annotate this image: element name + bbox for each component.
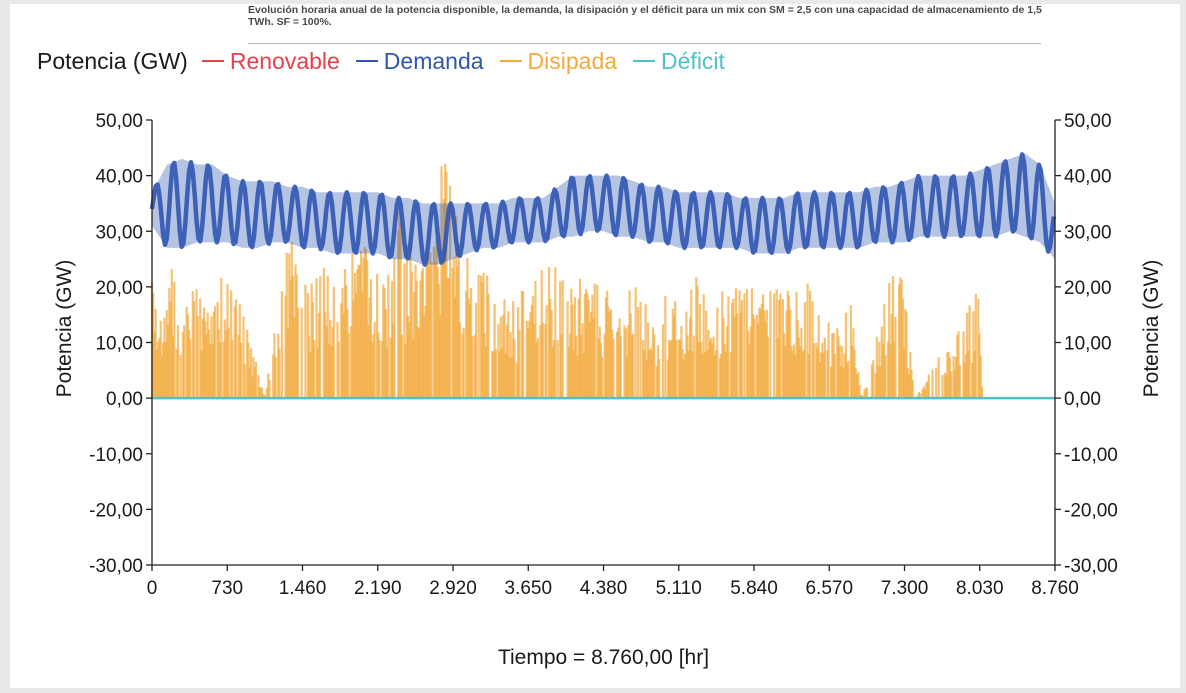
legend-label-disipada: Disipada xyxy=(527,47,618,74)
y-tick-label-right: 50,00 xyxy=(1064,111,1112,132)
x-tick-label: 5.840 xyxy=(730,578,778,599)
x-tick-label: 730 xyxy=(211,578,243,599)
legend-swatch-deficit xyxy=(633,60,656,62)
series-disipada xyxy=(150,163,984,399)
legend-swatch-disipada xyxy=(499,60,522,62)
x-tick-label: 1.460 xyxy=(279,578,327,599)
x-tick-label: 4.380 xyxy=(580,578,628,599)
legend-item-deficit: Déficit xyxy=(633,48,725,75)
legend-item-disipada: Disipada xyxy=(499,47,618,75)
x-tick-label: 2.920 xyxy=(429,578,477,599)
legend-item-renovable: Renovable xyxy=(201,47,340,75)
y-tick-label-left: -20,00 xyxy=(89,500,143,521)
y-tick-label-left: 20,00 xyxy=(95,278,143,299)
chart-legend: Potencia (GW) Renovable Demanda Disipada… xyxy=(37,46,741,76)
legend-label-deficit: Déficit xyxy=(661,47,725,74)
y-tick-label-right: -20,00 xyxy=(1064,500,1118,521)
y-tick-label-left: 40,00 xyxy=(95,167,143,188)
x-axis: 0 730 1.460 2.190 2.920 3.650 4.380 5.110 5.840 6… xyxy=(147,565,1079,599)
x-tick-label: 8.760 xyxy=(1031,578,1079,599)
chart-caption: Evolución horaria anual de la potencia d… xyxy=(248,4,1042,28)
legend-swatch-demanda xyxy=(355,60,378,62)
y-axis-right: 50,00 40,00 30,00 20,00 10,00 0,00 -10,00 -20,0… xyxy=(1055,111,1118,577)
x-tick-label: 8.030 xyxy=(956,578,1004,599)
demanda-line xyxy=(149,152,1057,267)
y-tick-label-left: -30,00 xyxy=(89,556,143,577)
legend-item-demanda: Demanda xyxy=(355,47,484,75)
y-tick-label-right: 20,00 xyxy=(1064,278,1112,299)
y-tick-label-right: 40,00 xyxy=(1064,167,1112,188)
y-tick-label-left: 30,00 xyxy=(95,222,143,243)
x-tick-label: 3.650 xyxy=(504,578,552,599)
x-tick-label: 6.570 xyxy=(805,578,853,599)
y-tick-label-left: 10,00 xyxy=(95,334,143,355)
x-tick-label: 5.110 xyxy=(656,578,702,599)
x-tick-label: 2.190 xyxy=(354,578,402,599)
legend-label-renovable: Renovable xyxy=(229,47,340,74)
y-tick-label-right: -30,00 xyxy=(1064,556,1118,577)
y-tick-label-right: 0,00 xyxy=(1064,389,1101,410)
x-tick-label: 0 xyxy=(147,578,158,599)
y-axis-label-left: Potencia (GW) xyxy=(53,260,76,398)
legend-title: Potencia (GW) xyxy=(37,47,188,74)
legend-label-demanda: Demanda xyxy=(383,47,484,74)
y-tick-label-right: 10,00 xyxy=(1064,334,1112,355)
series-demanda xyxy=(149,152,1057,267)
y-tick-label-right: -10,00 xyxy=(1064,445,1118,466)
y-tick-label-left: -10,00 xyxy=(89,445,143,466)
y-tick-label-right: 30,00 xyxy=(1064,222,1112,243)
x-tick-label: 7.300 xyxy=(881,578,929,599)
y-tick-label-left: 0,00 xyxy=(106,389,143,410)
y-axis-left: 50,00 40,00 30,00 20,00 10,00 0,00 -10,00 -20,0… xyxy=(89,111,152,577)
caption-divider xyxy=(248,43,1041,44)
legend-swatch-renovable xyxy=(201,60,224,62)
x-axis-label: Tiempo = 8.760,00 [hr] xyxy=(498,646,709,669)
y-tick-label-left: 50,00 xyxy=(95,111,143,132)
y-axis-label-right: Potencia (GW) xyxy=(1140,260,1163,398)
